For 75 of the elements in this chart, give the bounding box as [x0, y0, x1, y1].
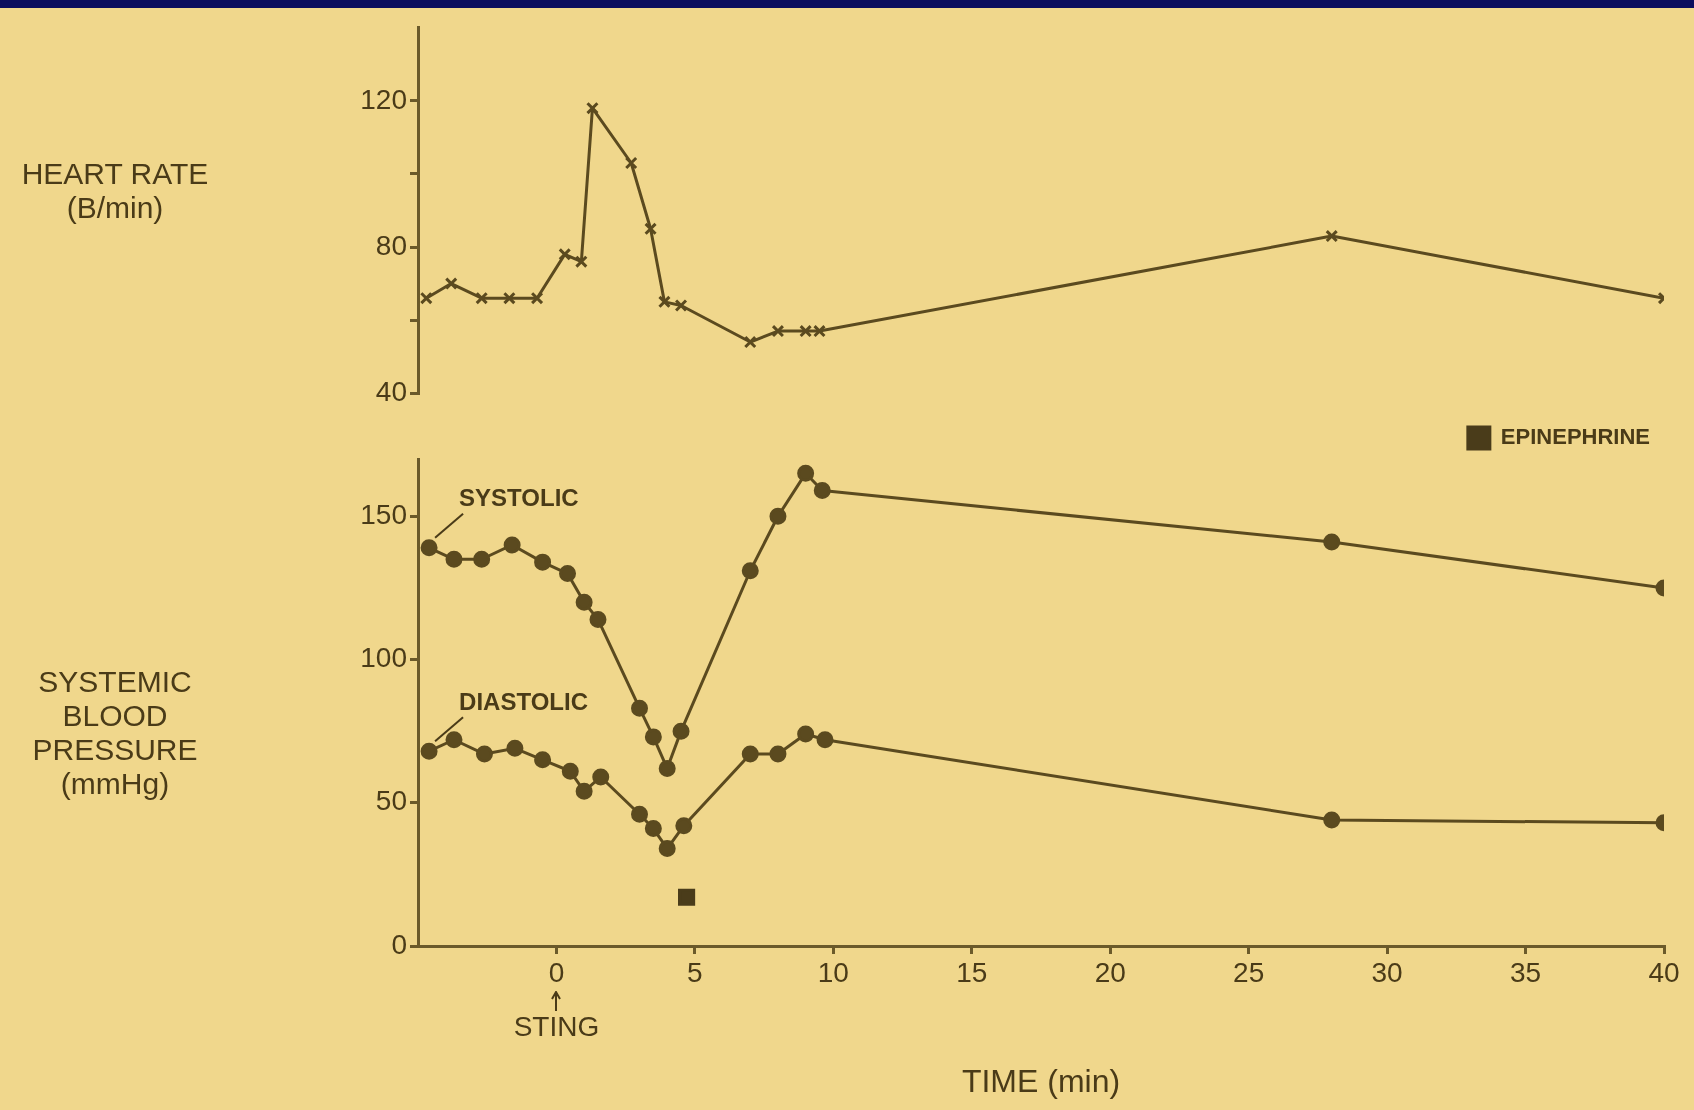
point [644, 728, 662, 746]
point [445, 550, 463, 568]
point [589, 610, 607, 628]
point [592, 768, 610, 786]
point [473, 550, 491, 568]
legend-label: EPINEPHRINE [1500, 424, 1651, 450]
y-tick-label: 40 [375, 375, 407, 407]
point [624, 156, 638, 170]
point [475, 745, 493, 763]
point [813, 324, 826, 338]
y-axis-title: HEART RATE (B/min) [20, 156, 210, 225]
x-tick-label: 20 [1094, 956, 1126, 988]
point [475, 291, 489, 305]
point [769, 507, 787, 525]
point [813, 482, 831, 500]
point [419, 291, 433, 305]
point [561, 762, 579, 780]
point [558, 247, 572, 261]
point [559, 565, 577, 583]
point [575, 593, 593, 611]
x-tick-label: 0 [548, 956, 565, 988]
x-tick-label: 30 [1371, 956, 1403, 988]
x-tick-label: 15 [956, 956, 988, 988]
x-tick-label: 10 [817, 956, 849, 988]
point [675, 817, 693, 835]
point [657, 295, 671, 309]
point [644, 820, 662, 838]
point [658, 759, 676, 777]
series-label: SYSTOLIC [459, 484, 579, 512]
y-tick-label: 100 [360, 642, 407, 674]
point [674, 299, 688, 312]
y-tick-label: 120 [360, 83, 407, 115]
y-tick-label: 80 [375, 229, 407, 261]
point [769, 745, 787, 763]
x-tick-label: 5 [687, 956, 703, 988]
point [1325, 229, 1339, 243]
point [502, 291, 516, 305]
y-tick-label: 50 [375, 785, 407, 817]
point [503, 536, 521, 554]
point [771, 324, 785, 338]
point [534, 751, 552, 769]
point [644, 222, 658, 236]
point [797, 725, 815, 743]
point [631, 699, 649, 717]
x-tick-label: 25 [1233, 956, 1265, 988]
point [506, 739, 524, 757]
x-tick-label: 40 [1648, 956, 1680, 988]
y-tick-label: 0 [391, 928, 407, 960]
x-tick-label: 35 [1509, 956, 1542, 988]
series-label: DIASTOLIC [459, 687, 588, 715]
point [741, 562, 759, 580]
y-tick-label: 150 [360, 499, 407, 531]
point [574, 255, 588, 269]
point [1323, 533, 1341, 551]
x-axis-title: TIME (min) [961, 1062, 1121, 1099]
y-axis-title: SYSTEMIC BLOOD PRESSURE (mmHg) [31, 664, 199, 801]
point [534, 553, 552, 571]
point [799, 324, 813, 338]
point [530, 291, 544, 305]
point [672, 722, 690, 740]
point [741, 745, 759, 763]
point [585, 101, 599, 115]
text: STING [513, 1010, 600, 1042]
point [445, 731, 463, 749]
point [743, 335, 757, 349]
point [444, 277, 458, 291]
point [658, 840, 676, 858]
point [420, 539, 438, 557]
point [575, 782, 593, 800]
point [816, 731, 834, 749]
point [420, 742, 438, 760]
point [678, 888, 696, 906]
point [797, 464, 815, 482]
point [631, 805, 649, 823]
point [1323, 811, 1341, 829]
